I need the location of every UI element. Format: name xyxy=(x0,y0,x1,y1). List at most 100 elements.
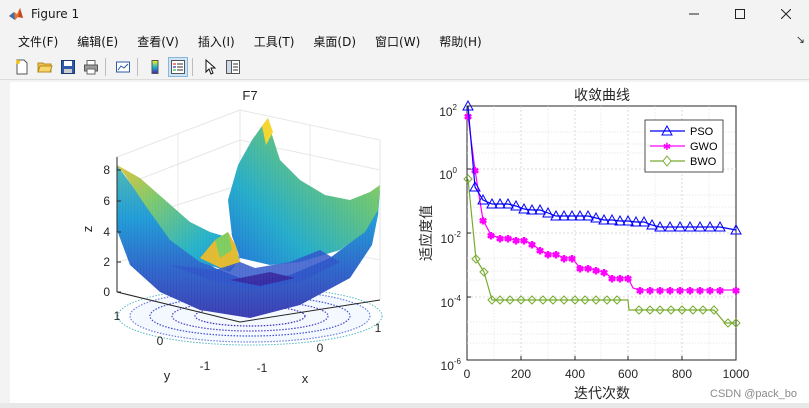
close-icon xyxy=(781,9,791,19)
link-plot-button[interactable] xyxy=(113,57,133,77)
property-inspector-button[interactable] xyxy=(223,57,243,77)
figure-plots: 8 6 4 2 0 z 1 0 -1 y -1 0 1 xyxy=(80,88,797,402)
menu-overflow-arrow-icon[interactable]: ↘ xyxy=(795,33,805,46)
x-tick-800: 800 xyxy=(672,367,692,381)
svg-text:✱: ✱ xyxy=(646,286,654,296)
legend-button[interactable] xyxy=(168,56,188,77)
open-file-icon xyxy=(37,62,53,72)
matlab-logo-icon xyxy=(9,8,23,20)
minimize-button[interactable] xyxy=(671,0,717,28)
y-tick-0: 0 xyxy=(157,334,164,348)
surface-plot-title: F7 xyxy=(242,88,257,103)
menu-edit[interactable]: 编辑(E) xyxy=(77,34,119,49)
y-tick-1: 1 xyxy=(114,309,121,323)
menu-help[interactable]: 帮助(H) xyxy=(439,34,482,49)
print-icon xyxy=(84,59,98,74)
toolbar xyxy=(0,54,809,80)
svg-text:✱: ✱ xyxy=(608,274,616,284)
svg-text:✱: ✱ xyxy=(552,250,560,260)
toolbar-separator xyxy=(137,57,138,76)
convergence-x-label: 迭代次数 xyxy=(574,386,630,402)
convergence-y-label: 适应度值 xyxy=(418,205,435,261)
z-axis-label: z xyxy=(80,226,95,233)
y-tick-1e0: 100 xyxy=(439,166,457,182)
svg-text:✱: ✱ xyxy=(504,234,512,244)
minimize-icon xyxy=(689,13,699,15)
x-tick-600: 600 xyxy=(618,367,638,381)
menu-file[interactable]: 文件(F) xyxy=(18,34,59,49)
svg-text:✱: ✱ xyxy=(479,216,487,226)
link-plot-icon xyxy=(116,61,130,72)
x-tick-0: 0 xyxy=(317,341,324,355)
open-file-button[interactable] xyxy=(35,57,55,77)
y-tick-neg1: -1 xyxy=(200,359,211,373)
svg-text:✱: ✱ xyxy=(512,236,520,246)
legend-icon xyxy=(171,59,185,74)
new-figure-button[interactable] xyxy=(12,57,32,77)
colorbar-button[interactable] xyxy=(145,57,165,77)
svg-text:✱: ✱ xyxy=(624,274,632,284)
close-button[interactable] xyxy=(763,0,809,28)
save-button[interactable] xyxy=(58,57,78,77)
y-tick-1e-6: 10-6 xyxy=(441,357,462,373)
pointer-icon xyxy=(205,58,217,75)
colorbar-icon xyxy=(151,59,159,74)
menu-window[interactable]: 窗口(W) xyxy=(375,34,421,49)
y-tick-1e-2: 10-2 xyxy=(441,230,462,246)
maximize-button[interactable] xyxy=(717,0,763,28)
svg-text:✱: ✱ xyxy=(636,286,644,296)
window-bottom-border xyxy=(0,403,809,408)
menu-tools[interactable]: 工具(T) xyxy=(253,34,295,49)
menu-view[interactable]: 查看(V) xyxy=(137,34,179,49)
legend-pso: PSO xyxy=(690,126,714,138)
x-tick-1000: 1000 xyxy=(723,367,750,381)
menu-bar: 文件(F) 编辑(E) 查看(V) 插入(I) 工具(T) 桌面(D) 窗口(W… xyxy=(0,30,809,52)
legend-gwo: GWO xyxy=(690,141,718,153)
svg-text:✱: ✱ xyxy=(471,166,479,176)
svg-text:✱: ✱ xyxy=(568,254,576,264)
watermark: CSDN @pack_bo xyxy=(710,388,797,400)
svg-text:✱: ✱ xyxy=(560,254,568,264)
convergence-plot-axes: ✱✱✱✱ ✱ ✱ ✱ ✱ ✱✱ ✱ ✱ ✱ ✱✱ ✱ ✱ ✱✱ ✱ ✱✱ ✱ ✱ ✱ ✱ ✱ ✱ ✱ ✱ ✱ xyxy=(418,88,750,402)
convergence-title: 收敛曲线 xyxy=(574,88,630,104)
y-tick-1e-4: 10-4 xyxy=(441,294,462,310)
svg-text:✱: ✱ xyxy=(706,286,714,296)
new-figure-icon xyxy=(16,59,28,74)
svg-text:✱: ✱ xyxy=(656,286,664,296)
y-axis-label: y xyxy=(164,368,171,383)
svg-text:✱: ✱ xyxy=(528,240,536,250)
svg-text:✱: ✱ xyxy=(487,231,495,241)
z-tick-6: 6 xyxy=(103,194,110,208)
title-bar[interactable]: Figure 1 xyxy=(0,0,809,28)
svg-text:✱: ✱ xyxy=(536,246,544,256)
figure-canvas[interactable]: 8 6 4 2 0 z 1 0 -1 y -1 0 1 xyxy=(10,82,809,404)
svg-text:✱: ✱ xyxy=(520,236,528,246)
svg-text:✱: ✱ xyxy=(666,286,674,296)
maximize-icon xyxy=(735,9,745,19)
toolbar-separator xyxy=(105,57,106,76)
legend-bwo: BWO xyxy=(690,156,717,168)
legend[interactable]: PSO ✱ GWO BWO xyxy=(644,119,724,173)
x-tick-1: 1 xyxy=(375,321,382,335)
menu-desktop[interactable]: 桌面(D) xyxy=(313,34,357,49)
z-tick-8: 8 xyxy=(103,163,110,177)
svg-text:✱: ✱ xyxy=(584,264,592,274)
x-tick-200: 200 xyxy=(511,367,531,381)
svg-text:✱: ✱ xyxy=(592,266,600,276)
svg-text:✱: ✱ xyxy=(616,274,624,284)
surface-plot-axes: 8 6 4 2 0 z 1 0 -1 y -1 0 1 xyxy=(80,88,383,386)
z-tick-0: 0 xyxy=(103,285,110,299)
svg-text:✱: ✱ xyxy=(696,286,704,296)
print-button[interactable] xyxy=(81,57,101,77)
svg-text:✱: ✱ xyxy=(732,286,740,296)
svg-text:✱: ✱ xyxy=(716,286,724,296)
svg-text:✱: ✱ xyxy=(464,112,472,122)
menu-insert[interactable]: 插入(I) xyxy=(197,34,235,49)
x-tick-neg1: -1 xyxy=(257,361,268,375)
svg-text:✱: ✱ xyxy=(686,286,694,296)
pointer-button[interactable] xyxy=(200,57,220,77)
svg-text:✱: ✱ xyxy=(496,234,504,244)
svg-text:✱: ✱ xyxy=(676,286,684,296)
svg-text:✱: ✱ xyxy=(663,142,671,153)
